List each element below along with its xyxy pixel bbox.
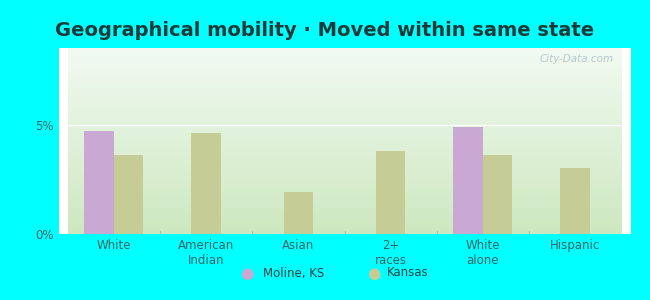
Text: Kansas: Kansas	[387, 266, 428, 280]
Text: ●: ●	[367, 266, 380, 280]
Bar	[191, 133, 221, 234]
Text: ●: ●	[240, 266, 254, 280]
Bar	[84, 131, 114, 234]
Text: City-Data.com: City-Data.com	[540, 54, 614, 64]
Bar	[483, 155, 512, 234]
Bar	[376, 151, 406, 234]
Text: Geographical mobility · Moved within same state: Geographical mobility · Moved within sam…	[55, 21, 595, 40]
Bar	[114, 155, 144, 234]
Bar	[560, 168, 590, 234]
Bar	[283, 192, 313, 234]
Text: Moline, KS: Moline, KS	[263, 266, 324, 280]
Bar	[453, 127, 483, 234]
